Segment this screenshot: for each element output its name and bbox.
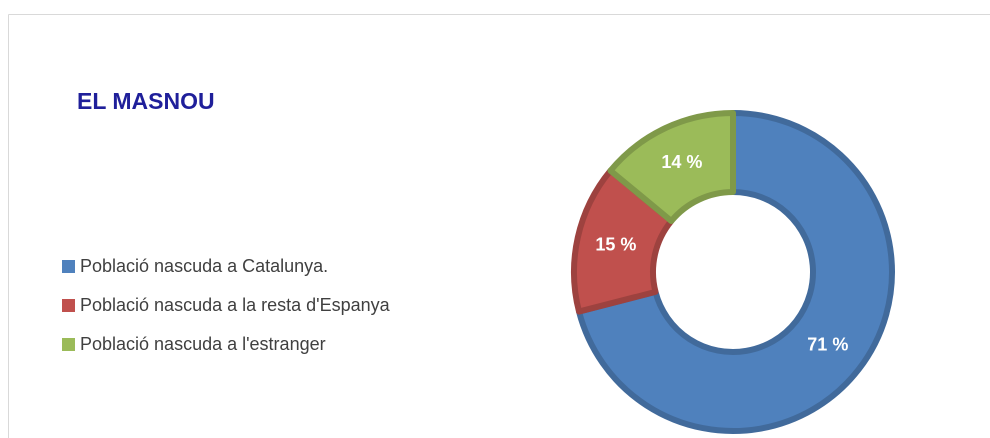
data-label: 15 % [595, 235, 636, 255]
donut-segment [607, 110, 736, 225]
data-label: 71 % [807, 334, 848, 354]
legend-swatch [62, 299, 75, 312]
legend-label: Població nascuda a l'estranger [80, 334, 326, 354]
legend-label: Població nascuda a Catalunya. [80, 256, 328, 276]
chart-title: EL MASNOU [77, 88, 215, 114]
data-label: 14 % [661, 152, 702, 172]
legend-swatch [62, 260, 75, 273]
legend-swatch [62, 338, 75, 351]
legend-label: Població nascuda a la resta d'Espanya [80, 295, 391, 315]
donut-segment [575, 110, 895, 434]
